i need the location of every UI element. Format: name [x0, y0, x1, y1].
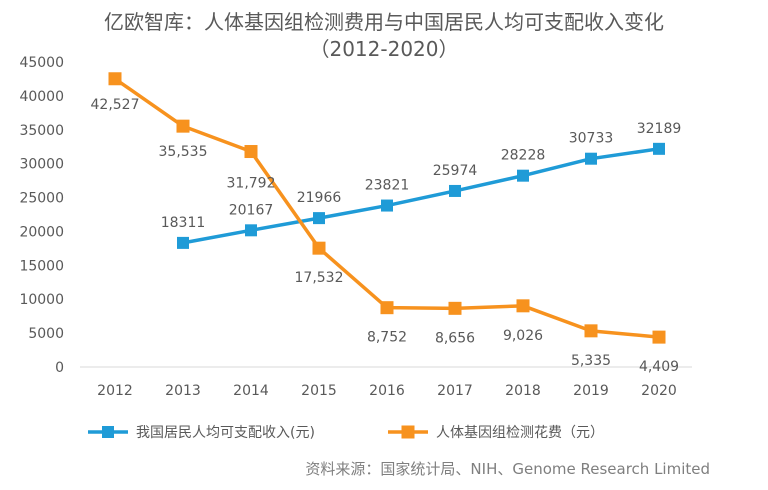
x-tick-label: 2016 — [369, 383, 405, 399]
chart-title: 亿欧智库：人体基因组检测费用与中国居民人均可支配收入变化 — [104, 10, 664, 34]
x-tick-label: 2015 — [301, 383, 337, 399]
income-data-label: 28228 — [501, 148, 546, 164]
income-point — [517, 169, 529, 182]
y-tick-label: 10000 — [19, 292, 64, 308]
y-tick-label: 25000 — [19, 191, 64, 207]
x-tick-label: 2012 — [97, 383, 133, 399]
series-line-0 — [182, 147, 660, 245]
legend-label-0: 我国居民人均可支配收入(元) — [136, 425, 315, 441]
cost-data-label: 4,409 — [639, 359, 679, 375]
income-data-label: 23821 — [365, 178, 410, 194]
source-note: 资料来源：国家统计局、NIH、Genome Research Limited — [305, 460, 710, 478]
cost-data-label: 8,752 — [367, 330, 407, 346]
income-data-label: 18311 — [161, 215, 206, 231]
cost-point — [516, 299, 530, 313]
cost-data-label: 5,335 — [571, 353, 611, 369]
cost-data-label: 9,026 — [503, 328, 543, 344]
income-point — [313, 212, 325, 225]
income-data-label: 21966 — [297, 190, 342, 206]
cost-point — [312, 241, 326, 255]
x-tick-label: 2018 — [505, 383, 541, 399]
cost-point — [176, 119, 190, 133]
income-data-label: 25974 — [433, 163, 478, 179]
legend-label-1: 人体基因组检测花费（元） — [436, 424, 604, 441]
y-tick-label: 40000 — [19, 89, 64, 105]
cost-data-label: 35,535 — [159, 144, 208, 160]
cost-point — [380, 301, 394, 315]
cost-point — [108, 72, 122, 86]
income-point — [653, 142, 665, 155]
y-tick-label: 5000 — [28, 326, 64, 342]
y-tick-label: 35000 — [19, 123, 64, 139]
income-data-label: 20167 — [229, 202, 274, 218]
x-tick-label: 2019 — [573, 383, 609, 399]
income-data-label: 30733 — [569, 131, 614, 147]
cost-point — [448, 301, 462, 315]
x-tick-label: 2020 — [641, 383, 677, 399]
income-point — [449, 184, 461, 197]
chart-subtitle: （2012-2020） — [309, 37, 459, 61]
y-tick-label: 45000 — [19, 55, 64, 71]
cost-point — [584, 324, 598, 338]
legend-marker-0 — [102, 426, 114, 438]
cost-data-label: 8,656 — [435, 330, 475, 346]
y-tick-label: 0 — [55, 360, 64, 376]
income-point — [381, 199, 393, 212]
y-tick-label: 20000 — [19, 224, 64, 240]
x-tick-label: 2014 — [233, 383, 269, 399]
income-point — [177, 236, 189, 249]
cost-data-label: 31,792 — [227, 176, 276, 192]
x-tick-label: 2017 — [437, 383, 473, 399]
cost-point — [244, 145, 258, 159]
income-point — [585, 152, 597, 165]
income-point — [245, 224, 257, 237]
legend-marker-1 — [401, 425, 415, 439]
cost-point — [652, 330, 666, 344]
x-tick-label: 2013 — [165, 383, 201, 399]
cost-data-label: 42,527 — [91, 97, 140, 113]
cost-data-label: 17,532 — [295, 270, 344, 286]
y-tick-label: 15000 — [19, 258, 64, 274]
y-tick-label: 30000 — [19, 157, 64, 173]
income-data-label: 32189 — [637, 121, 682, 137]
